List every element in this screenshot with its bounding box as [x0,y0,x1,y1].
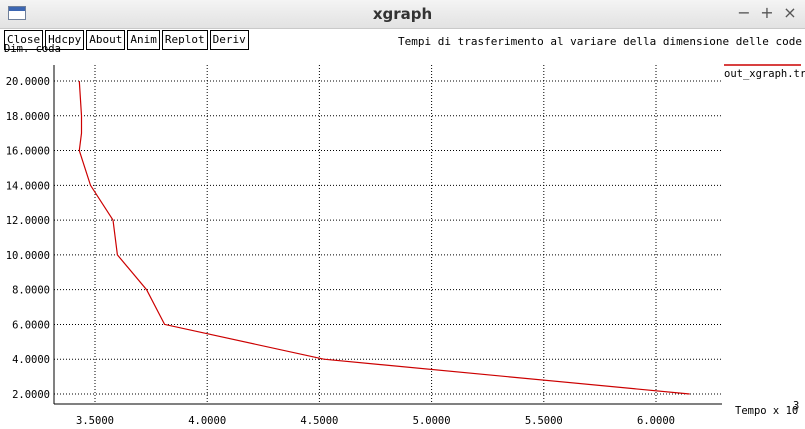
maximize-icon[interactable]: + [760,3,774,22]
about-button[interactable]: About [86,30,126,50]
replot-button[interactable]: Replot [161,30,208,50]
hdcpy-button[interactable]: Hdcpy [45,30,85,50]
x-tick-label: 4.0000 [188,415,226,427]
y-tick-label: 8.0000 [12,285,50,297]
y-tick-label: 6.0000 [12,319,50,331]
minimize-icon[interactable]: − [737,3,751,22]
y-tick-label: 20.0000 [6,76,50,88]
x-tick-label: 6.0000 [637,415,675,427]
y-tick-label: 16.0000 [6,146,50,158]
close-icon[interactable]: × [783,3,797,22]
toolbar: Close Hdcpy About Anim Replot Deriv [4,28,251,50]
x-axis-label: Tempo x 10 [735,405,798,417]
x-tick-label: 4.5000 [300,415,338,427]
y-tick-label: 12.0000 [6,215,50,227]
x-tick-label: 5.5000 [525,415,563,427]
y-tick-label: 10.0000 [6,250,50,262]
series-line-0 [78,80,690,395]
y-tick-label: 2.0000 [12,389,50,401]
window-title: xgraph [372,5,433,23]
y-axis-label: Dim. coda [4,43,61,55]
y-tick-label: 4.0000 [12,354,50,366]
y-tick-label: 18.0000 [6,111,50,123]
legend-label: out_xgraph.tr [724,68,805,80]
x-tick-label: 3.5000 [76,415,114,427]
title-bar: xgraph − + × [0,0,805,29]
anim-button[interactable]: Anim [127,30,160,50]
deriv-button[interactable]: Deriv [209,30,249,50]
window-icon[interactable] [8,6,26,20]
x-axis-label-exponent: 3 [793,400,799,412]
close-button[interactable]: Close [4,30,44,50]
y-tick-label: 14.0000 [6,180,50,192]
x-tick-label: 5.0000 [413,415,451,427]
plot-title: Tempi di trasferimento al variare della … [398,35,802,48]
